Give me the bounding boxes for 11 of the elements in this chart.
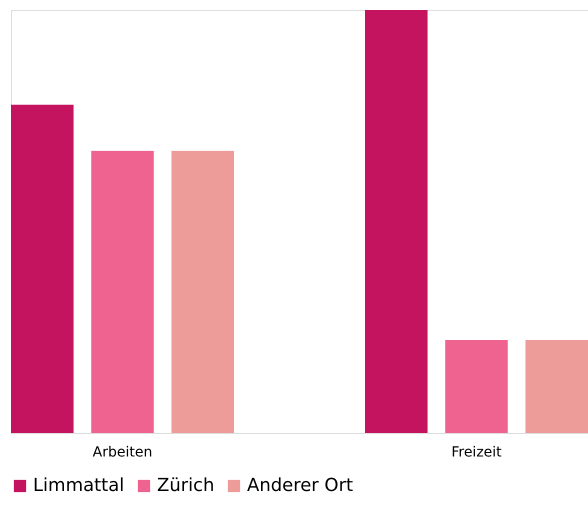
bar <box>171 150 234 433</box>
legend-label: Zürich <box>157 475 214 496</box>
bar <box>525 340 588 433</box>
legend-label: Limmattal <box>33 475 124 496</box>
x-tick-label: Arbeiten <box>92 444 152 460</box>
bar <box>445 340 508 433</box>
bar <box>364 10 428 433</box>
legend-label: Anderer Ort <box>247 475 354 496</box>
bar <box>11 104 74 433</box>
bar <box>91 150 154 433</box>
x-tick-label: Freizeit <box>451 444 502 460</box>
